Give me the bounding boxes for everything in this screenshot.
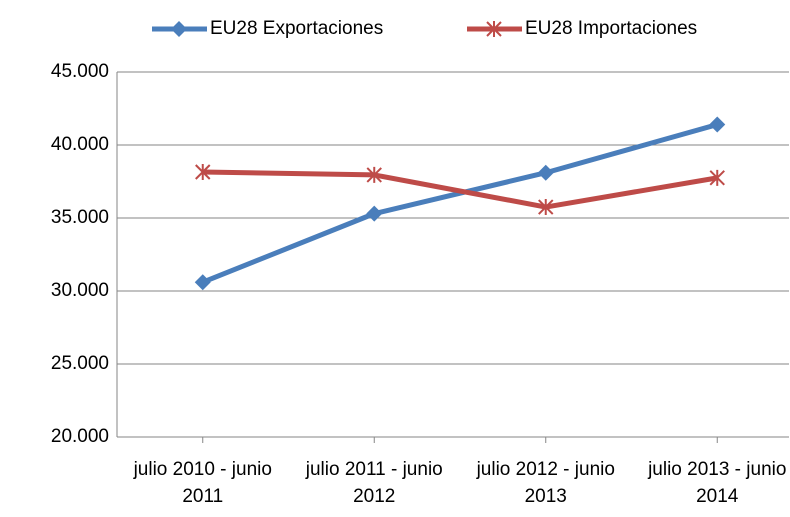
x-tick-label: julio 2011 - junio 2012 xyxy=(305,459,443,507)
y-tick-label: 40.000 xyxy=(51,134,109,155)
y-tick-label: 30.000 xyxy=(51,280,109,301)
y-tick-label: 20.000 xyxy=(51,426,109,447)
series-line xyxy=(202,169,718,210)
marker xyxy=(366,166,382,183)
x-tick-label: julio 2012 - junio 2013 xyxy=(476,459,615,507)
y-tick-label: 45.000 xyxy=(51,61,109,82)
y-tick-label: 25.000 xyxy=(51,353,109,374)
marker xyxy=(537,164,554,181)
y-tick-label: 35.000 xyxy=(51,207,109,228)
legend-label: EU28 Importaciones xyxy=(525,18,697,39)
series-line xyxy=(201,122,718,285)
marker xyxy=(486,21,502,37)
marker xyxy=(171,21,187,37)
marker xyxy=(709,169,725,186)
marker xyxy=(194,274,211,291)
marker xyxy=(538,199,554,216)
x-tick-label: julio 2010 - junio 2011 xyxy=(133,459,272,507)
marker xyxy=(195,164,211,181)
marker xyxy=(709,116,726,133)
x-tick-label: julio 2013 - junio 2014 xyxy=(648,459,787,507)
marker xyxy=(366,205,383,222)
legend-label: EU28 Exportaciones xyxy=(210,18,383,39)
